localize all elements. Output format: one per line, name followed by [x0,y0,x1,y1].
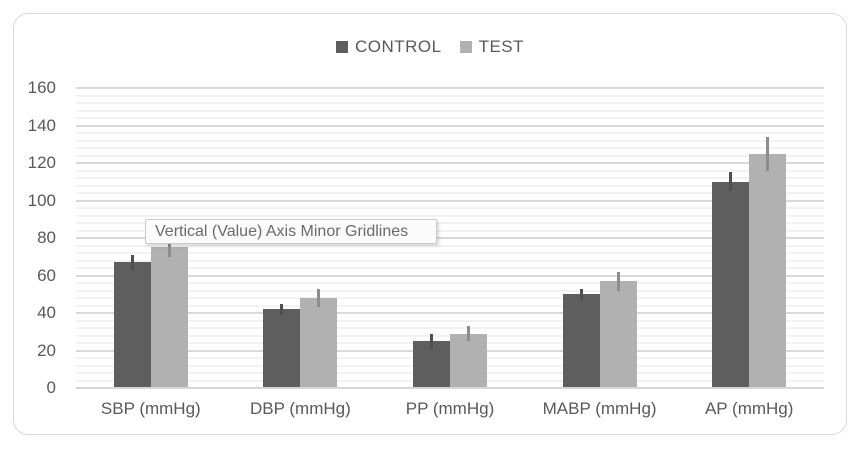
major-gridline[interactable] [76,274,824,277]
control-swatch-icon [335,41,348,53]
error-bar-test-4 [616,271,620,291]
bar-control-5[interactable] [712,181,750,388]
tooltip: Vertical (Value) Axis Minor Gridlines [145,219,437,244]
x-axis-category-label[interactable]: SBP (mmHg) [100,399,201,418]
minor-gridline[interactable] [76,319,824,322]
error-bar-control-2 [280,303,284,315]
minor-gridline[interactable] [76,139,824,142]
minor-gridline[interactable] [76,327,824,329]
minor-gridline[interactable] [76,244,824,247]
x-axis-category-label[interactable]: DBP (mmHg) [250,399,351,418]
minor-gridline[interactable] [76,109,824,112]
minor-gridline[interactable] [76,117,824,119]
minor-gridline[interactable] [76,214,824,217]
y-axis-tick-label[interactable]: 100 [27,190,56,210]
error-bar-control-3 [430,333,433,349]
major-gridline[interactable] [76,237,824,239]
major-gridline[interactable] [76,124,824,127]
minor-gridline[interactable] [76,259,824,262]
y-axis-tick-label[interactable]: 160 [27,78,56,97]
minor-gridline[interactable] [76,289,824,292]
bar-test-3[interactable] [450,333,487,388]
error-bar-control-5 [729,172,733,192]
minor-gridline[interactable] [76,184,824,187]
major-gridline[interactable] [76,162,824,164]
y-axis-tick-label[interactable]: 60 [37,265,56,285]
legend: CONTROL TEST [13,37,847,57]
minor-gridline[interactable] [76,229,824,232]
error-bar-control-1 [130,254,134,270]
major-gridline[interactable] [76,199,824,202]
bar-test-1[interactable] [150,247,188,388]
minor-gridline[interactable] [76,154,824,157]
major-gridline[interactable] [76,312,824,314]
minor-gridline[interactable] [76,267,824,269]
y-axis-tick-label[interactable]: 40 [37,303,56,322]
x-axis-category-label[interactable]: AP (mmHg) [704,399,794,418]
error-bar-control-4 [579,288,583,300]
error-bar-test-5 [766,136,770,171]
bar-test-5[interactable] [749,153,787,388]
y-axis-tick-label[interactable]: 120 [27,153,56,172]
minor-gridline[interactable] [76,282,824,284]
minor-gridline[interactable] [76,177,824,179]
minor-gridline[interactable] [76,252,824,254]
legend-item-control[interactable]: CONTROL [335,37,442,57]
error-bar-test-1 [167,238,171,257]
plot-area[interactable]: 0 20 40 60 80 100 120 140 160 SBP (mmHg) DBP (mmHg… [28,78,824,418]
bar-control-4[interactable] [562,294,600,388]
x-axis-line [76,387,824,389]
minor-gridline[interactable] [76,192,824,194]
legend-item-test[interactable]: TEST [459,37,525,57]
major-gridline[interactable] [76,87,824,89]
y-axis-tick-label[interactable]: 140 [27,115,56,135]
minor-gridline[interactable] [76,169,824,172]
bar-control-2[interactable] [263,309,301,388]
legend-label-test: TEST [478,37,525,56]
minor-gridline[interactable] [76,94,824,97]
minor-gridline[interactable] [76,102,824,104]
legend-label-control: CONTROL [354,37,442,56]
x-axis-category-label[interactable]: PP (mmHg) [405,399,495,418]
bar-control-1[interactable] [113,262,151,388]
error-bar-test-2 [317,288,321,308]
y-axis-tick-label[interactable]: 0 [46,378,56,397]
minor-gridline[interactable] [76,147,824,149]
y-axis-tick-label[interactable]: 80 [37,228,56,247]
minor-gridline[interactable] [76,304,824,307]
minor-gridline[interactable] [76,207,824,209]
minor-gridline[interactable] [76,297,824,299]
test-swatch-icon [459,41,472,53]
x-axis-category-label[interactable]: MABP (mmHg) [542,399,657,418]
tooltip-text: Vertical (Value) Axis Minor Gridlines [155,222,409,240]
minor-gridline[interactable] [76,222,824,224]
y-axis-tick-label[interactable]: 20 [37,340,56,360]
bar-test-2[interactable] [300,298,338,388]
minor-gridline[interactable] [76,132,824,134]
bar-test-4[interactable] [599,281,637,388]
error-bar-test-3 [467,326,470,342]
bar-control-3[interactable] [413,341,450,388]
